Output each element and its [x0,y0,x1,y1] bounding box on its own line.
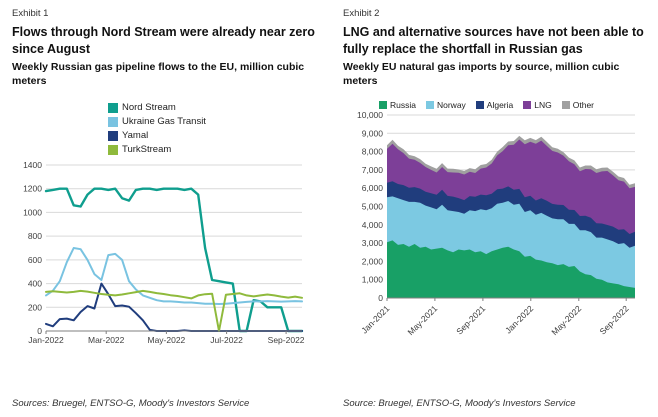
legend-label: Algeria [486,100,514,111]
gas-imports-stacked-area-chart: 0 1,000 2,000 3,000 4,000 5,000 6,000 7,000 8,00… [357,110,635,337]
svg-text:7,000: 7,000 [362,165,384,175]
svg-text:10,000: 10,000 [357,110,383,120]
exhibit-1-legend: Nord Stream Ukraine Gas Transit Yamal TurkS… [108,102,317,155]
svg-text:0: 0 [378,293,383,303]
svg-text:Mar-2022: Mar-2022 [88,335,125,345]
svg-text:Jan-2022: Jan-2022 [503,303,535,335]
exhibit-1-source: Sources: Bruegel, ENTSO-G, Moody's Inves… [12,398,250,409]
pipeline-flows-line-chart: 0 200 400 600 800 1000 1200 1400 Jan-2022 Mar-202… [23,160,305,345]
svg-text:Jan-2022: Jan-2022 [28,335,64,345]
svg-text:May-2021: May-2021 [406,303,440,337]
svg-text:May-2022: May-2022 [147,335,185,345]
exhibit-1-subtitle: Weekly Russian gas pipeline flows to the… [12,61,305,87]
svg-text:1400: 1400 [23,160,42,170]
svg-text:0: 0 [37,326,42,336]
legend-label: Russia [390,100,416,111]
exhibit-2-legend: Russia Norway Algeria LNG Other [379,100,648,110]
svg-text:400: 400 [28,279,42,289]
exhibit-1-panel: Exhibit 1 Flows through Nord Stream were… [12,8,317,409]
svg-text:4,000: 4,000 [362,220,384,230]
legend-item-ukraine-gas-transit: Ukraine Gas Transit [108,116,317,127]
svg-text:1200: 1200 [23,184,42,194]
svg-text:5,000: 5,000 [362,202,384,212]
legend-swatch-icon [561,101,570,110]
svg-text:Jul-2022: Jul-2022 [210,335,243,345]
exhibit-2-title: LNG and alternative sources have not bee… [343,25,644,56]
legend-item-norway: Norway [425,100,466,111]
legend-swatch-icon [108,116,118,127]
legend-item-russia: Russia [379,100,416,110]
legend-label: Norway [436,100,466,111]
svg-text:3,000: 3,000 [362,238,384,248]
exhibit-1-chart-area: 0 200 400 600 800 1000 1200 1400 Jan-2022 Mar-202… [12,159,317,354]
legend-label: LNG [534,100,552,111]
legend-swatch-icon [523,101,532,110]
legend-label: Other [572,100,595,111]
svg-text:9,000: 9,000 [362,129,384,139]
svg-text:6,000: 6,000 [362,183,384,193]
legend-swatch-icon [108,130,118,141]
svg-text:Sep-2022: Sep-2022 [597,303,630,336]
legend-item-algeria: Algeria [475,100,514,111]
exhibit-1-title: Flows through Nord Stream were already n… [12,25,315,56]
exhibit-2-panel: Exhibit 2 LNG and alternative sources ha… [343,8,648,409]
legend-swatch-icon [108,144,118,155]
legend-item-other: Other [561,100,595,111]
legend-item-lng: LNG [523,100,552,111]
exhibit-2-label: Exhibit 2 [343,8,380,19]
svg-text:1000: 1000 [23,208,42,218]
legend-swatch-icon [108,102,118,113]
exhibit-2-subtitle: Weekly EU natural gas imports by source,… [343,61,620,87]
exhibit-2-chart-area: 0 1,000 2,000 3,000 4,000 5,000 6,000 7,000 8,00… [343,110,648,349]
svg-text:8,000: 8,000 [362,147,384,157]
svg-text:1,000: 1,000 [362,275,384,285]
legend-swatch-icon [425,101,434,110]
svg-text:2,000: 2,000 [362,257,384,267]
svg-text:Sep-2022: Sep-2022 [268,335,305,345]
exhibit-2-source: Source: Bruegel, ENTSO-G, Moody's Invest… [343,398,576,409]
svg-text:Jan-2021: Jan-2021 [359,303,391,335]
legend-item-yamal: Yamal [108,130,317,141]
svg-text:800: 800 [28,231,42,241]
legend-swatch-icon [379,101,387,110]
legend-item-turkstream: TurkStream [108,144,317,155]
legend-item-nord-stream: Nord Stream [108,102,317,113]
svg-text:600: 600 [28,255,42,265]
legend-label: Ukraine Gas Transit [122,116,206,128]
legend-label: Yamal [122,130,149,142]
legend-swatch-icon [475,101,484,110]
svg-text:May-2022: May-2022 [549,303,583,337]
svg-text:200: 200 [28,303,42,313]
exhibit-1-label: Exhibit 1 [12,8,49,19]
legend-label: Nord Stream [122,102,176,114]
svg-text:Sep-2021: Sep-2021 [454,303,487,336]
legend-label: TurkStream [122,144,172,156]
